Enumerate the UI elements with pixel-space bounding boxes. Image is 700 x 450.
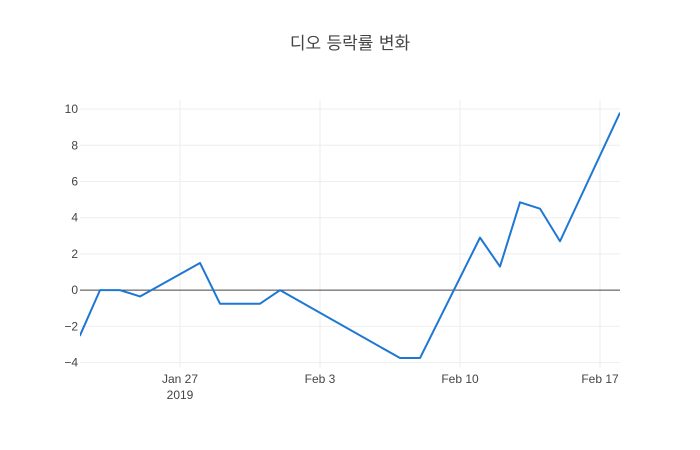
y-tick-label: 8: [71, 138, 78, 152]
y-tick-label: −2: [64, 319, 78, 333]
x-tick-label: Feb 10: [441, 372, 479, 386]
x-tick-label: Feb 17: [581, 372, 619, 386]
x-tick-label: Feb 3: [305, 372, 336, 386]
x-axis: Jan 27 2019 Feb 3 Feb 10 Feb 17: [162, 372, 619, 402]
chart-title: 디오 등락률 변화: [290, 34, 411, 54]
y-tick-label: 2: [71, 247, 78, 261]
x-tick-label: Jan 27: [162, 372, 198, 386]
y-tick-label: −4: [64, 356, 78, 370]
x-tick-sublabel: 2019: [167, 388, 194, 402]
y-tick-label: 10: [65, 102, 79, 116]
y-tick-label: 0: [71, 283, 78, 297]
series-group: [80, 112, 620, 360]
y-axis: −4 −2 0 2 4 6 8 10: [64, 102, 78, 370]
y-tick-label: 4: [71, 211, 78, 225]
y-tick-label: 6: [71, 174, 78, 188]
series-line: [80, 112, 620, 360]
grid-lines: [80, 100, 620, 368]
